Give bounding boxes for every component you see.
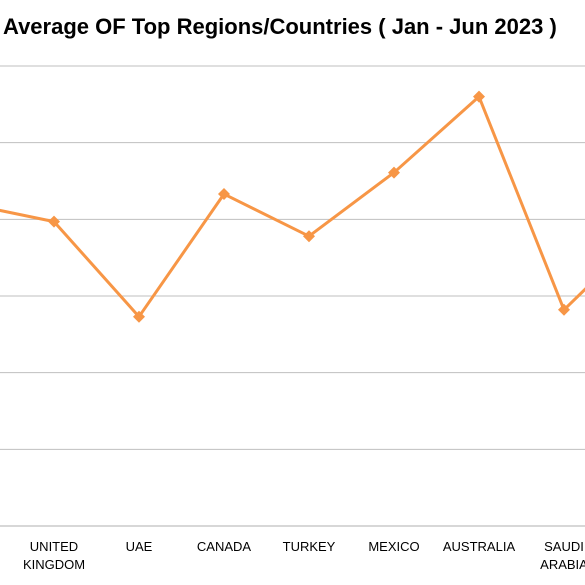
data-point	[388, 166, 400, 179]
data-point	[133, 310, 145, 323]
series-line	[0, 95, 585, 319]
chart-title: Average OF Top Regions/Countries ( Jan -…	[3, 14, 557, 39]
x-tick-label: KINGDOM	[23, 557, 85, 572]
x-tick-label: SAUDI	[544, 539, 584, 554]
data-point	[558, 303, 570, 316]
data-point	[218, 188, 230, 201]
data-point	[303, 230, 315, 243]
data-point	[473, 90, 485, 103]
x-tick-label: CANADA	[197, 539, 252, 554]
x-tick-label: AUSTRALIA	[443, 539, 516, 554]
x-tick-label: ARABIA	[540, 557, 585, 572]
x-tick-label: UAE	[126, 539, 153, 554]
x-tick-label: TURKEY	[283, 539, 336, 554]
x-tick-label: MEXICO	[368, 539, 419, 554]
data-point	[48, 215, 60, 228]
x-tick-label: UNITED	[30, 539, 78, 554]
